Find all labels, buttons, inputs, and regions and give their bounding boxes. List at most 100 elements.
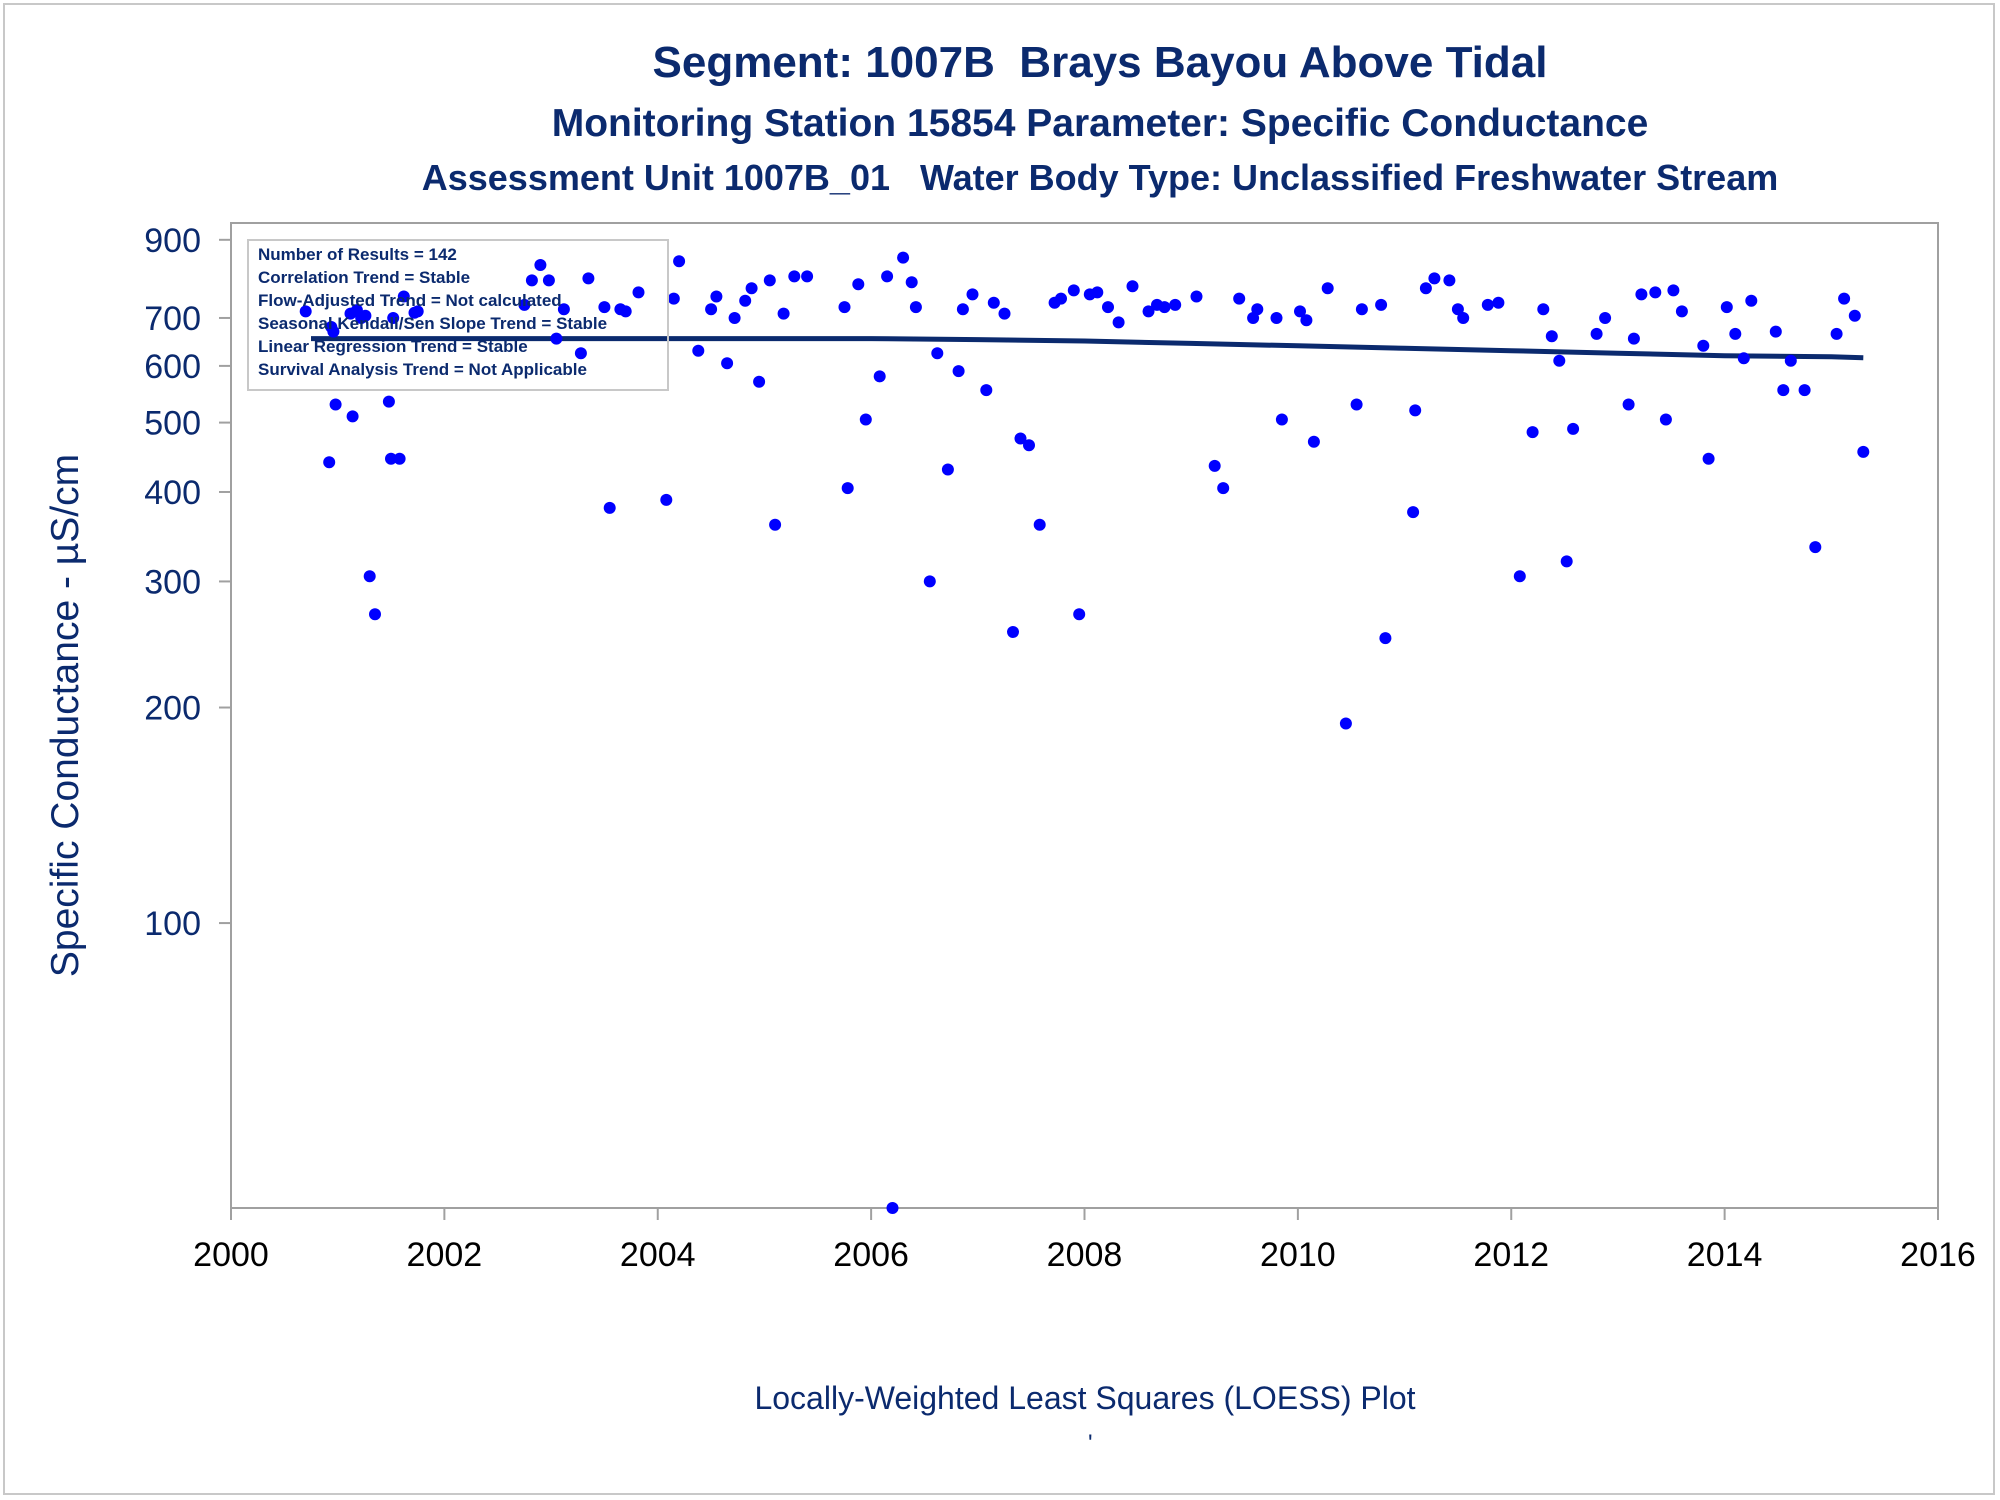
data-point — [1659, 413, 1672, 426]
data-point — [1419, 282, 1432, 295]
data-point — [1649, 286, 1662, 299]
x-tick-label: 2014 — [1687, 1236, 1763, 1274]
chart-subtitle: Monitoring Station 15854 Parameter: Spec… — [551, 102, 1649, 145]
data-point — [1270, 312, 1283, 324]
data-point — [1409, 404, 1422, 417]
data-point — [838, 301, 851, 314]
data-point — [1300, 314, 1313, 327]
data-point — [1407, 506, 1420, 519]
y-tick-label: 900 — [144, 222, 201, 260]
y-tick-label: 400 — [144, 474, 201, 512]
data-point — [1838, 292, 1851, 305]
loess-line — [311, 336, 1864, 361]
data-point — [966, 288, 979, 301]
stats-line: Flow-Adjusted Trend = Not calculated — [258, 291, 562, 310]
data-point — [1481, 298, 1494, 311]
data-point — [1307, 435, 1320, 448]
stats-line: Correlation Trend = Stable — [258, 268, 470, 287]
data-point — [574, 347, 587, 360]
y-tick-label: 100 — [144, 905, 201, 943]
data-point — [1208, 459, 1221, 472]
data-point — [1014, 432, 1027, 445]
data-point — [1055, 292, 1067, 305]
y-tick-label: 300 — [144, 563, 201, 601]
y-tick-label: 500 — [144, 405, 201, 443]
data-point — [1275, 413, 1288, 426]
data-point — [369, 608, 381, 621]
data-point — [1737, 352, 1750, 365]
data-point — [582, 272, 595, 285]
data-point — [1294, 305, 1306, 318]
x-tick-label: 2002 — [407, 1236, 483, 1274]
data-point — [801, 270, 814, 283]
data-point — [1697, 339, 1710, 352]
data-point — [886, 1202, 899, 1214]
data-point — [1451, 303, 1464, 316]
data-point — [859, 413, 872, 426]
stats-line: Linear Regression Trend = Stable — [258, 337, 528, 356]
data-point — [721, 357, 734, 370]
data-point — [393, 452, 406, 465]
x-tick-label: 2004 — [620, 1236, 696, 1274]
data-point — [359, 309, 372, 322]
chart-footnote: Locally-Weighted Least Squares (LOESS) P… — [754, 1380, 1416, 1416]
stats-box — [247, 239, 669, 391]
x-tick-label: 2000 — [193, 1236, 269, 1274]
data-point — [542, 274, 555, 287]
data-point — [952, 365, 965, 378]
data-point — [1339, 717, 1352, 730]
data-point — [1745, 294, 1758, 307]
data-point — [739, 294, 752, 307]
data-point — [1158, 301, 1171, 314]
data-point — [1769, 325, 1782, 338]
data-point — [1428, 272, 1441, 285]
data-point — [525, 274, 538, 287]
data-point — [1590, 327, 1603, 340]
y-tick-label: 700 — [144, 300, 201, 338]
data-point — [1809, 541, 1822, 554]
data-point — [1553, 354, 1566, 367]
data-point — [1443, 274, 1456, 287]
data-point — [1798, 384, 1811, 397]
data-point — [387, 312, 400, 324]
data-point — [1702, 452, 1715, 465]
chart-title: Segment: 1007B Brays Bayou Above Tidal — [652, 38, 1548, 87]
data-point — [998, 307, 1011, 320]
data-point — [1627, 332, 1640, 345]
data-point — [1857, 445, 1870, 458]
data-point — [1023, 439, 1035, 452]
data-point — [745, 282, 758, 295]
data-point — [852, 278, 865, 291]
data-point — [1251, 303, 1264, 316]
data-point — [777, 307, 790, 320]
data-point — [1217, 482, 1230, 495]
data-point — [705, 303, 718, 316]
data-point — [710, 290, 723, 303]
data-point — [385, 452, 397, 465]
data-point — [323, 456, 336, 469]
data-point — [1375, 298, 1388, 311]
data-point — [905, 276, 918, 289]
data-point — [931, 347, 944, 360]
data-point — [603, 501, 616, 514]
data-point — [1567, 422, 1580, 435]
data-point — [363, 570, 376, 583]
stats-line: Survival Analysis Trend = Not Applicable — [258, 360, 587, 379]
data-point — [667, 292, 680, 305]
stats-line: Seasonal Kendall/Sen Slope Trend = Stabl… — [258, 314, 607, 333]
data-point — [534, 259, 547, 271]
data-point — [397, 290, 410, 303]
y-tick-label: 200 — [144, 690, 201, 728]
x-tick-label: 2008 — [1047, 1236, 1123, 1274]
data-point — [1675, 305, 1688, 318]
data-point — [299, 305, 312, 318]
y-axis-label: Specific Conductance - µS/cm — [44, 454, 87, 977]
data-point — [1622, 398, 1635, 411]
x-tick-label: 2010 — [1260, 1236, 1336, 1274]
data-point — [1073, 608, 1086, 621]
data-point — [1513, 570, 1526, 583]
data-point — [692, 344, 705, 357]
data-point — [660, 493, 673, 506]
data-point — [598, 301, 611, 314]
